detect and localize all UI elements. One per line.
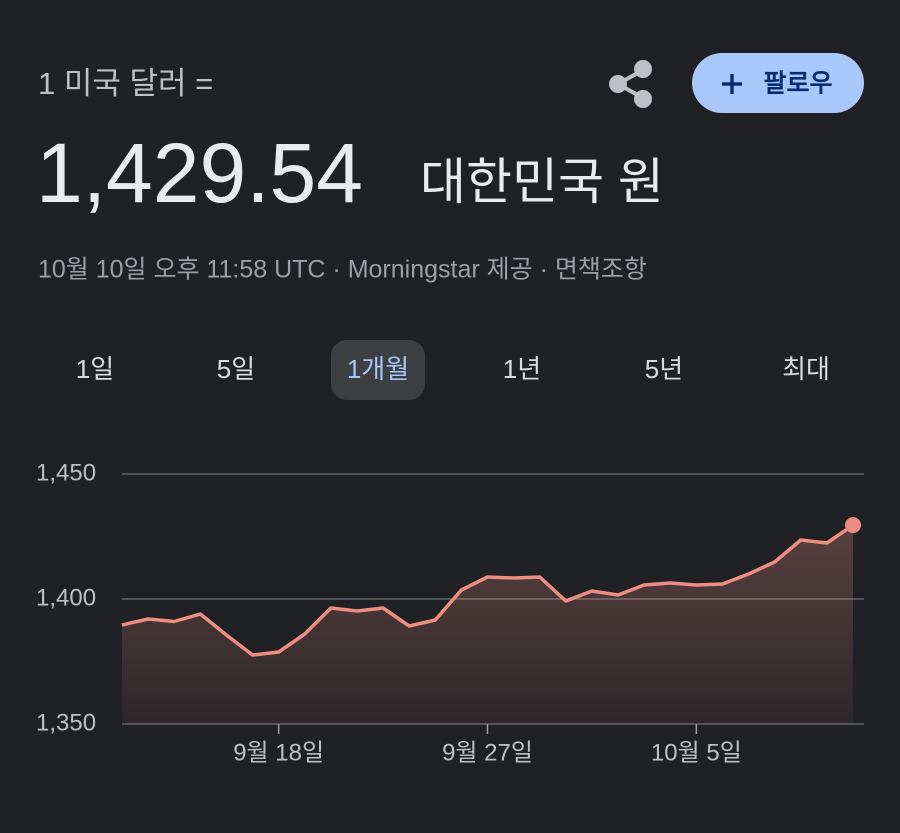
last-point [845,517,861,534]
currency-label: 대한민국 원 [420,154,664,210]
tab-label: 1년 [503,354,541,384]
range-tab[interactable]: 1개월 [331,340,425,400]
follow-label: 팔로우 [763,70,832,98]
pair-label: 1 미국 달러 = [38,66,213,101]
rate-value: 1,429.54 [36,126,363,220]
tab-label: 최대 [782,354,830,384]
follow-button[interactable]: 팔로우 [692,53,864,113]
meta-info: 10월 10일 오후 11:58 UTC · Morningstar 제공 · … [38,256,647,284]
share-button[interactable] [609,60,652,108]
x-tick-label: 10월 5일 [651,739,742,766]
range-tab[interactable]: 5일 [217,354,255,384]
price-line [121,523,854,657]
area-fill [122,525,853,724]
y-tick-label: 1,350 [36,709,96,736]
range-tab[interactable]: 1일 [76,354,114,384]
y-tick-label: 1,400 [36,584,96,611]
tab-label: 5일 [217,354,255,384]
tab-highlight [331,340,425,400]
x-tick-label: 9월 18일 [233,739,324,766]
y-tick-label: 1,450 [36,459,96,486]
tab-label: 1일 [76,354,114,384]
tab-label: 1개월 [347,354,409,384]
range-tab[interactable]: 5년 [645,354,683,384]
range-tab[interactable]: 최대 [782,354,830,384]
range-tabs: 1일 5일 1개월 1년 5년 최대 [76,340,830,400]
tab-label: 5년 [645,354,683,384]
range-tab[interactable]: 1년 [503,354,541,384]
chart: 1,350 1,400 1,450 9월 18일 9월 27일 10월 5일 [36,459,864,766]
x-tick-label: 9월 27일 [442,739,533,766]
